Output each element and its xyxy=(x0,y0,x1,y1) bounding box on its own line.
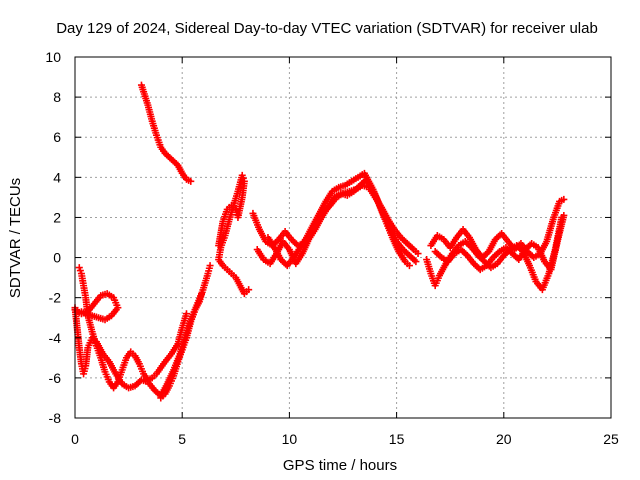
y-tick-label: 8 xyxy=(53,89,61,105)
plot-frame xyxy=(74,56,612,419)
series-s1 xyxy=(137,81,195,185)
y-tick-label: -4 xyxy=(49,330,62,346)
data-point xyxy=(77,308,85,316)
y-axis-label: SDTVAR / TECUs xyxy=(7,178,24,298)
x-tick-label: 25 xyxy=(603,431,619,447)
data-point xyxy=(187,177,195,185)
x-tick-label: 15 xyxy=(389,431,405,447)
data-marks xyxy=(71,81,568,402)
x-tick-label: 20 xyxy=(496,431,512,447)
y-tick-label: -6 xyxy=(49,370,62,386)
x-tick-label: 5 xyxy=(178,431,186,447)
y-tick-label: -2 xyxy=(49,290,62,306)
y-tick-label: 2 xyxy=(53,209,61,225)
data-point xyxy=(414,250,422,258)
series-s11 xyxy=(427,195,568,262)
data-point xyxy=(245,286,253,294)
data-point xyxy=(206,262,214,270)
y-tick-label: 10 xyxy=(45,49,61,65)
x-tick-label: 0 xyxy=(71,431,79,447)
series-s6 xyxy=(215,171,253,298)
chart-title: Day 129 of 2024, Sidereal Day-to-day VTE… xyxy=(56,20,598,37)
data-point xyxy=(412,258,420,266)
y-tick-label: 0 xyxy=(53,250,61,266)
axis-ticks: 0 5 10 15 20 25 -8 -6 -4 -2 0 2 4 6 8 10 xyxy=(45,49,619,447)
series-s9 xyxy=(264,169,420,270)
y-tick-label: 4 xyxy=(53,169,61,185)
x-tick-label: 10 xyxy=(282,431,298,447)
y-tick-label: 6 xyxy=(53,129,61,145)
data-point xyxy=(182,310,190,318)
data-point xyxy=(405,262,413,270)
data-point xyxy=(560,195,568,203)
y-tick-label: -8 xyxy=(49,410,62,426)
data-point xyxy=(560,211,568,219)
grid xyxy=(75,57,611,418)
series-s5 xyxy=(157,262,214,402)
x-axis-label: GPS time / hours xyxy=(283,457,397,474)
series-s12 xyxy=(431,211,568,274)
